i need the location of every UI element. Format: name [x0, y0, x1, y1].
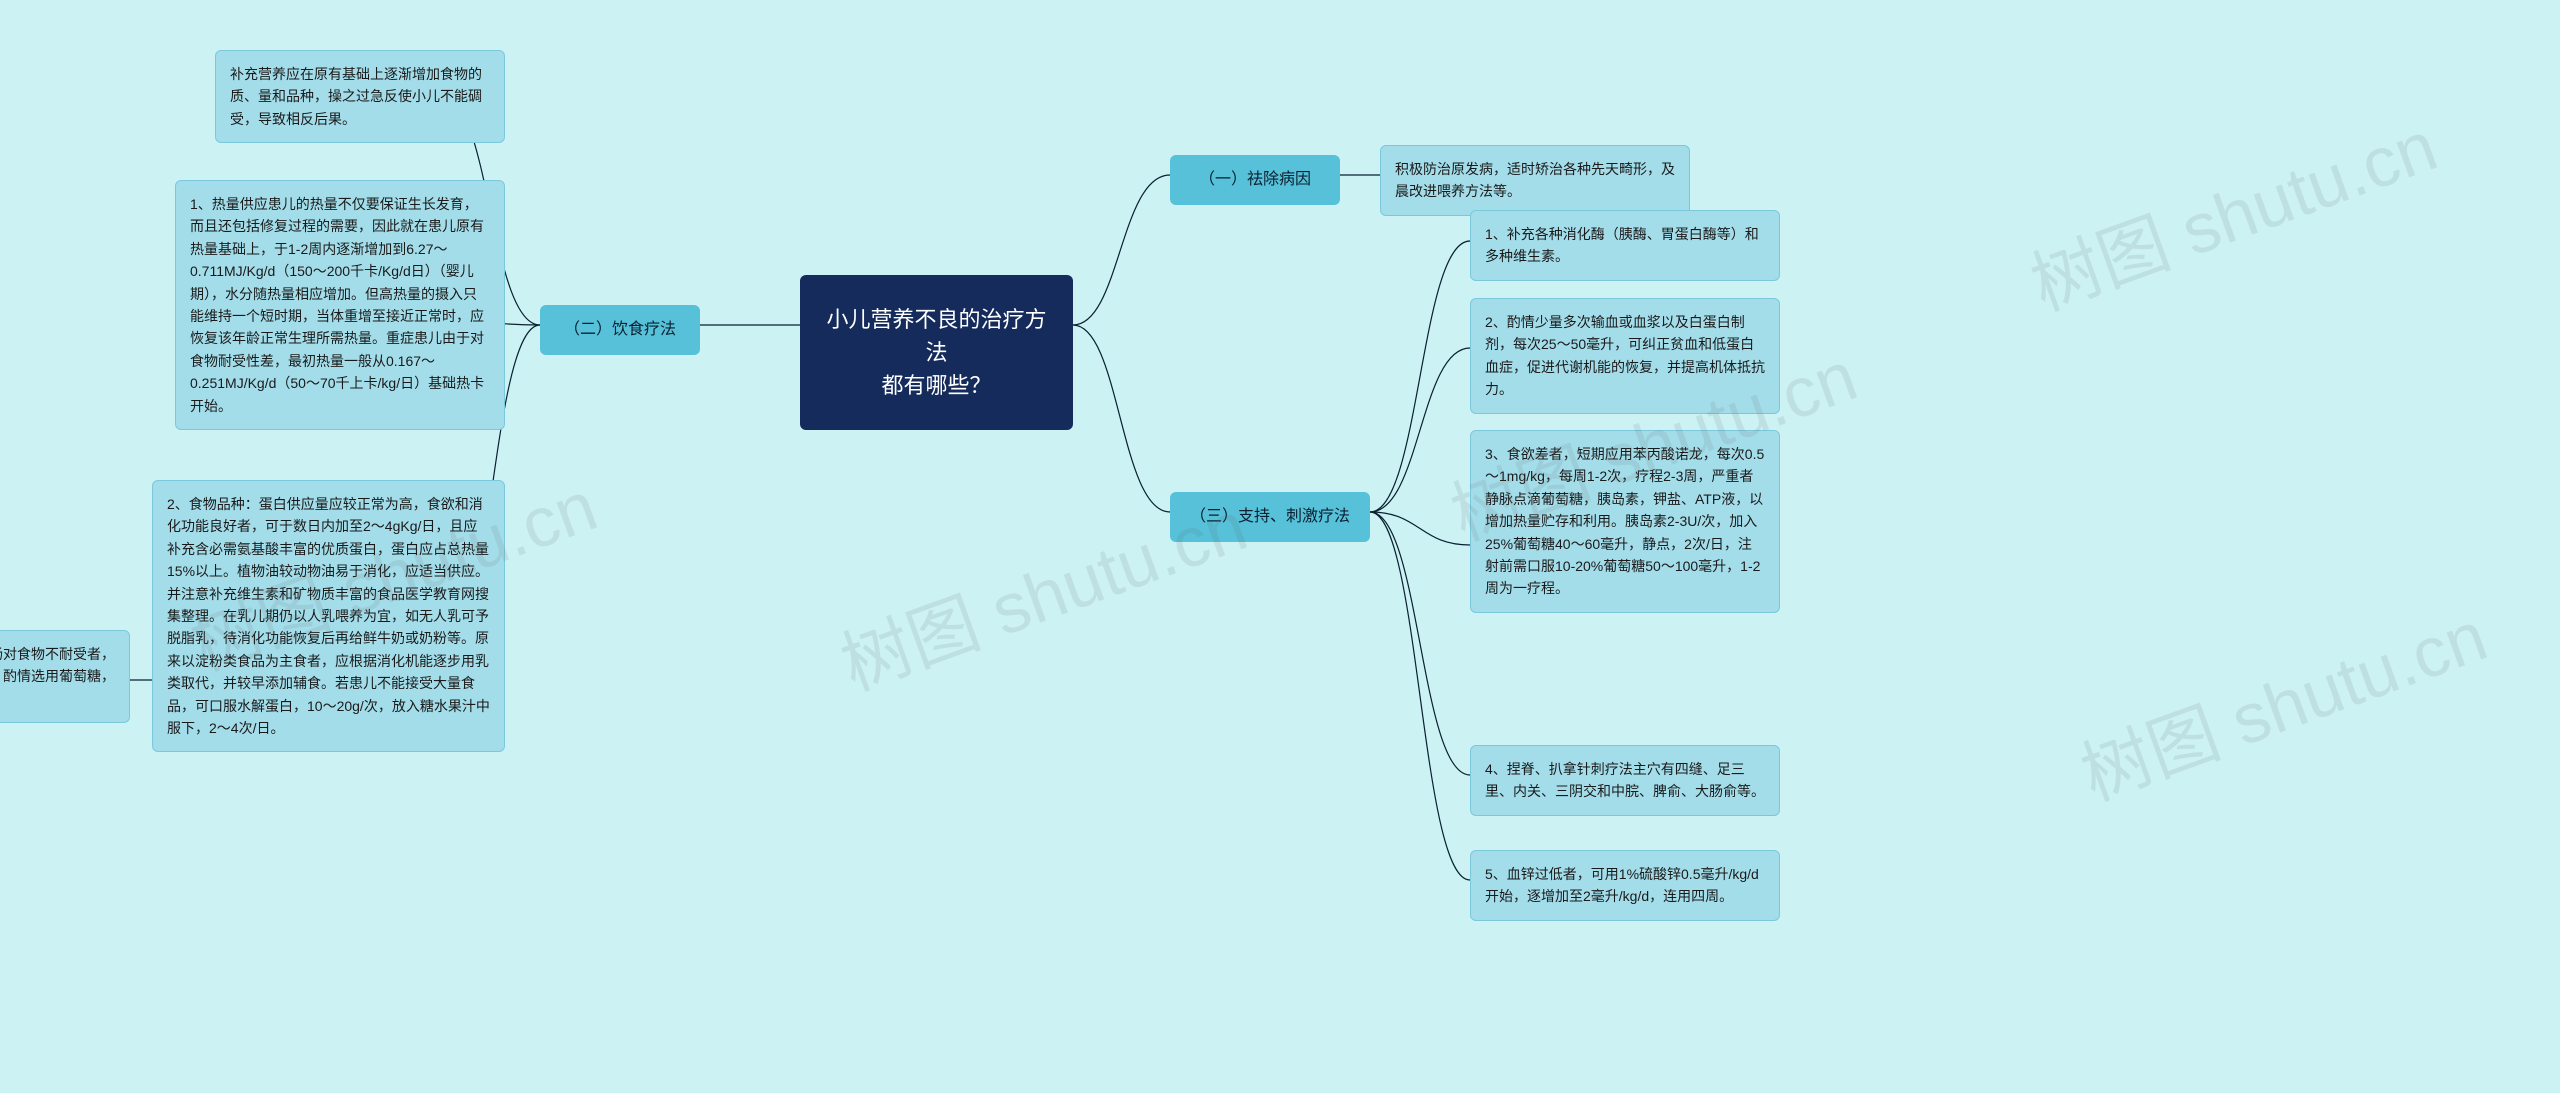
- branch-2: （二）饮食疗法: [540, 305, 700, 355]
- leaf-b2-1: 1、热量供应患儿的热量不仅要保证生长发育，而且还包括修复过程的需要，因此就在患儿…: [175, 180, 505, 430]
- branch-1: （一）祛除病因: [1170, 155, 1340, 205]
- center-node: 小儿营养不良的治疗方法 都有哪些？: [800, 275, 1073, 430]
- leaf-b3-1: 1、补充各种消化酶（胰酶、胃蛋白酶等）和多种维生素。: [1470, 210, 1780, 281]
- branch-3: （三）支持、刺激疗法: [1170, 492, 1370, 542]
- leaf-b3-4: 4、捏脊、扒拿针刺疗法主穴有四缝、足三里、内关、三阴交和中脘、脾俞、大肠俞等。: [1470, 745, 1780, 816]
- center-title-line1: 小儿营养不良的治疗方法: [822, 303, 1051, 369]
- leaf-b2-0: 补充营养应在原有基础上逐渐增加食物的质、量和品种，操之过急反使小儿不能碉受，导致…: [215, 50, 505, 143]
- leaf-b2-2: 2、食物品种：蛋白供应量应较正常为高，食欲和消化功能良好者，可于数日内加至2～4…: [152, 480, 505, 752]
- leaf-b3-5: 5、血锌过低者，可用1%硫酸锌0.5毫升/kg/d开始，逐增加至2毫升/kg/d…: [1470, 850, 1780, 921]
- leaf-b3-3: 3、食欲差者，短期应用苯丙酸诺龙，每次0.5～1mg/kg，每周1-2次，疗程2…: [1470, 430, 1780, 613]
- center-title-line2: 都有哪些？: [822, 369, 1051, 402]
- leaf-b1-1: 积极防治原发病，适时矫治各种先天畸形，及晨改进喂养方法等。: [1380, 145, 1690, 216]
- leaf-b3-2: 2、酌情少量多次输血或血浆以及白蛋白制剂，每次25～50毫升，可纠正贫血和低蛋白…: [1470, 298, 1780, 414]
- leaf-b2-3: 对少数极严重患者，或胃肠对食物不耐受者，可短期给予静脉营养疗法，酌情选用葡萄糖，…: [0, 630, 130, 723]
